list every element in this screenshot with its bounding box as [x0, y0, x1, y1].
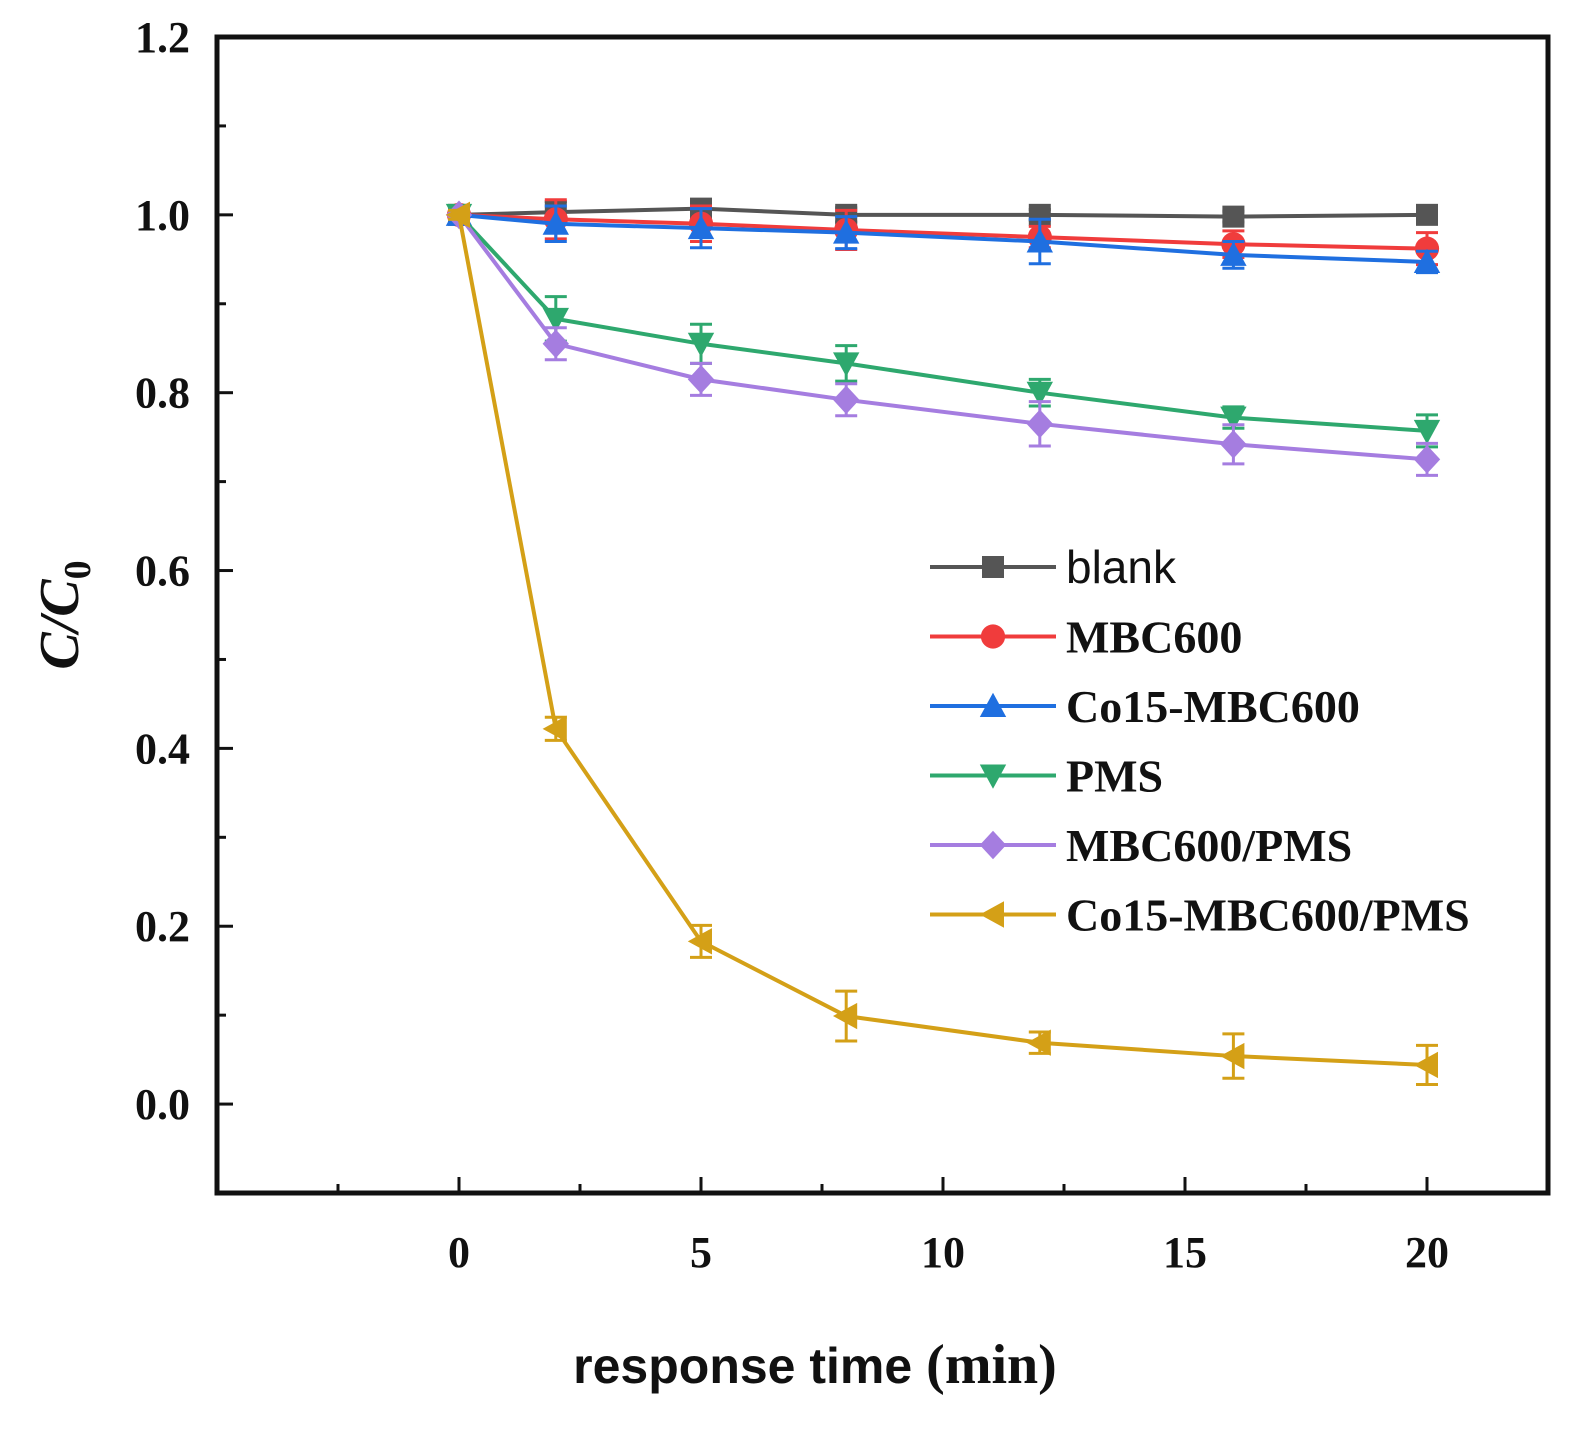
data-point [833, 352, 860, 377]
legend-item: PMS [930, 751, 1163, 802]
data-point [687, 928, 712, 955]
x-tick-label: 20 [1405, 1228, 1449, 1277]
data-point [542, 715, 567, 743]
legend-marker [982, 556, 1004, 578]
data-point [542, 210, 569, 235]
data-point [445, 201, 470, 229]
x-tick-label: 15 [1163, 1228, 1207, 1277]
y-axis-title-subscript: 0 [57, 560, 99, 579]
y-axis-title: C/C0 [29, 560, 99, 669]
data-point [1413, 419, 1441, 445]
legend-label: Co15-MBC600 [1066, 681, 1360, 732]
series-layer [445, 197, 1441, 1087]
data-point [1222, 205, 1245, 228]
legend-item: MBC600/PMS [930, 820, 1352, 871]
y-tick-label: 1.2 [135, 13, 190, 62]
legend-marker [979, 901, 1004, 928]
series-mbc600-pms [445, 200, 1441, 477]
legend-marker [979, 692, 1007, 717]
y-tick-label: 0.6 [135, 547, 190, 596]
legend-item: MBC600 [930, 612, 1242, 663]
data-point [1220, 406, 1247, 431]
x-tick-label: 0 [448, 1228, 470, 1277]
series-line [458, 212, 1428, 251]
series-co15-mbc600-pms [445, 201, 1438, 1087]
data-point [1413, 1051, 1438, 1079]
data-point [1026, 228, 1053, 253]
y-axis-title-main: C/C [29, 579, 91, 670]
data-point [1026, 1029, 1051, 1056]
data-point [1026, 409, 1053, 439]
data-point [1220, 1042, 1245, 1070]
x-axis-title: response time (min) [573, 1334, 1057, 1396]
data-point [542, 329, 569, 359]
legend-item: Co15-MBC600 [930, 681, 1360, 732]
data-point [1413, 445, 1441, 474]
x-tick-label: 10 [921, 1228, 965, 1277]
x-tick-label: 5 [690, 1228, 712, 1277]
data-point [1220, 429, 1247, 459]
data-point [1026, 381, 1053, 406]
legend-marker [979, 764, 1007, 789]
legend-marker [979, 830, 1007, 860]
legend-item: blank [930, 541, 1177, 593]
legend-label: blank [1066, 541, 1177, 593]
axis-labels: 0 5 10 15 20 0.0 0.2 0.4 0.6 0.8 1.0 1.2 [135, 13, 1449, 1277]
y-tick-label: 0.8 [135, 369, 190, 418]
data-point [542, 307, 569, 333]
y-tick-label: 0.2 [135, 902, 190, 951]
legend-label: PMS [1066, 751, 1163, 802]
legend-marker [980, 624, 1006, 649]
legend-item: Co15-MBC600/PMS [930, 890, 1470, 941]
legend-label: MBC600 [1066, 612, 1242, 663]
y-tick-label: 1.0 [135, 191, 190, 240]
data-point [1414, 236, 1440, 261]
legend: blank MBC600 Co15-MBC600 PMS MBC600/PMS Co15-… [930, 541, 1470, 941]
data-point [1220, 241, 1247, 266]
legend-label: MBC600/PMS [1066, 820, 1352, 871]
series-co15-mbc600 [445, 201, 1441, 275]
data-point [833, 385, 860, 415]
data-point [833, 219, 860, 244]
axis-ticks [217, 35, 1550, 1193]
x-axis-title-unit: (min) [926, 1334, 1057, 1396]
x-axis-title-text: response time [573, 1338, 912, 1394]
data-point [1413, 248, 1441, 273]
y-tick-label: 0.4 [135, 724, 190, 773]
series-line [458, 206, 1428, 219]
data-point [687, 332, 715, 357]
plot-frame [214, 34, 1551, 1196]
data-point [833, 1002, 858, 1030]
data-point [687, 365, 715, 394]
y-tick-label: 0.0 [135, 1080, 190, 1129]
legend-label: Co15-MBC600/PMS [1066, 890, 1470, 941]
data-point [1416, 203, 1438, 226]
data-point [687, 214, 715, 240]
